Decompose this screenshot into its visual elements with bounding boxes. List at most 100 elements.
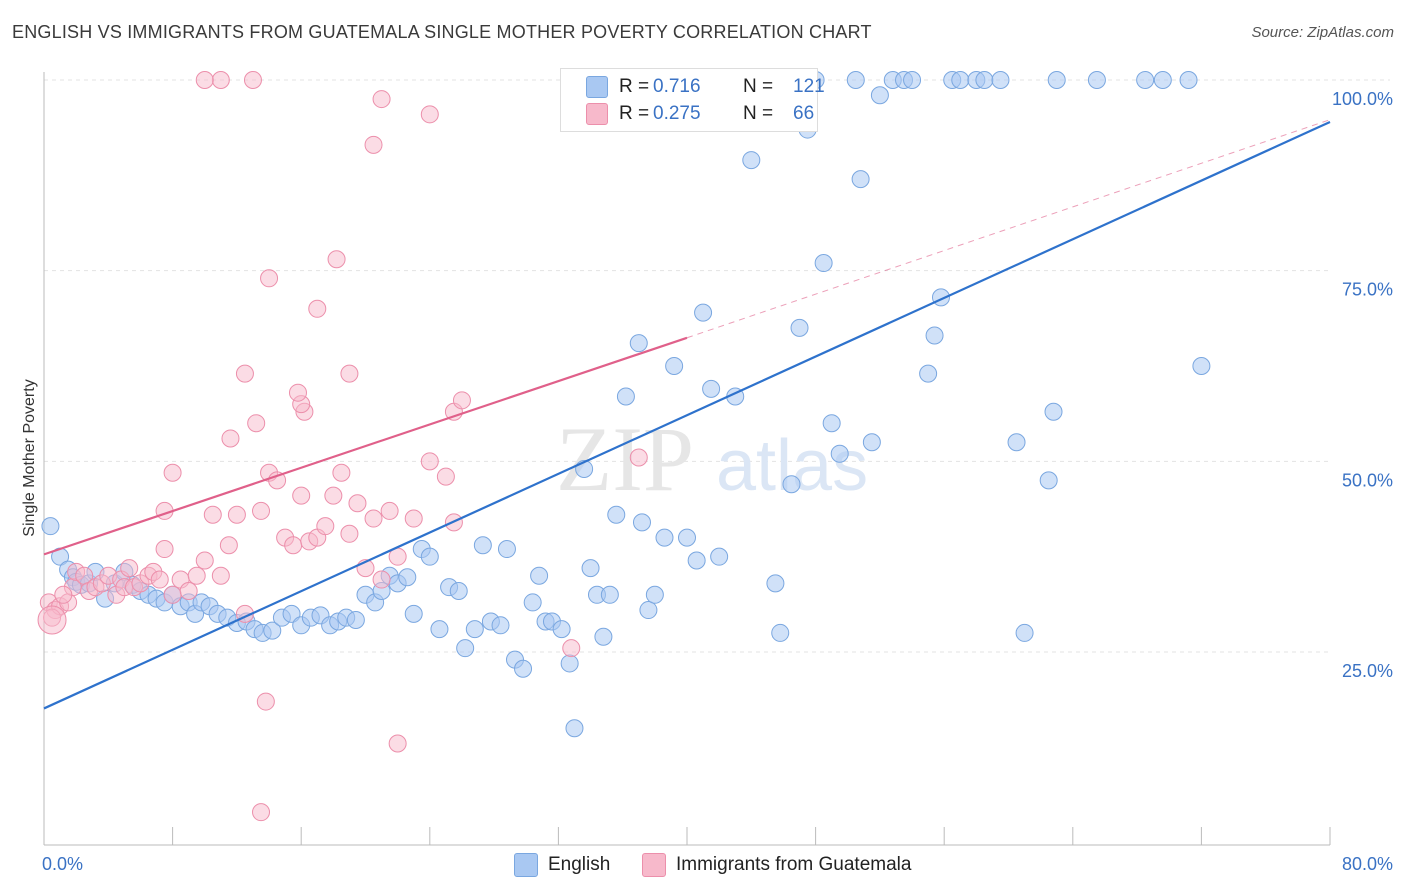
english-point [665,357,684,375]
guatemala-point [243,71,262,89]
english-point [473,536,492,555]
english-point [782,475,801,494]
english-point [851,170,870,189]
source-label: Source: ZipAtlas.com [1251,24,1394,41]
r-value-english: 0.716 [653,76,701,97]
english-point [862,433,881,452]
chart-title: ENGLISH VS IMMIGRANTS FROM GUATEMALA SIN… [12,22,872,42]
guatemala-point [388,734,407,753]
english-point [790,318,809,337]
english-point [830,444,849,463]
english-point [581,559,600,578]
english-point [1044,402,1063,421]
y-tick-label: 100.0% [1332,89,1393,109]
stats-legend: R = 0.716 N = 121 R = 0.275 N = 66 [560,68,825,132]
y-tick-label: 25.0% [1342,661,1393,681]
guatemala-point [284,536,303,555]
bottom-legend-english: English [514,852,610,878]
guatemala-point [292,486,311,505]
english-point [991,71,1010,89]
english-point [1179,71,1198,89]
guatemala-point [340,364,359,383]
r-value-guatemala: 0.275 [653,103,701,124]
english-point [398,568,417,587]
bottom-legend-label-guatemala: Immigrants from Guatemala [676,854,912,875]
axes [43,72,1331,846]
guatemala-point [155,540,174,559]
n-value-english: 121 [793,76,825,97]
english-point [491,616,510,635]
guatemala-point [420,452,439,471]
english-point [1153,71,1172,89]
watermark-zip: ZIP [556,408,694,510]
english-point [449,581,468,600]
guatemala-point [420,105,439,124]
guatemala-point [316,517,335,536]
guatemala-point [187,566,206,585]
y-tick-label: 50.0% [1342,470,1393,490]
english-point [404,604,423,623]
guatemala-point [211,71,230,89]
guatemala-point [163,585,182,604]
guatemala-point [195,71,214,89]
english-trend-line [43,120,1331,710]
guatemala-point [54,585,73,604]
english-point [346,610,365,629]
n-label: N = [743,76,774,97]
guatemala-point [324,486,343,505]
bottom-legend-swatch-guatemala [642,853,666,877]
guatemala-point [163,463,182,482]
english-point [552,620,571,639]
guatemala-point [211,566,230,585]
trend-lines [43,119,1331,710]
english-point [645,585,664,604]
watermark: ZIP atlas [556,408,868,510]
guatemala-point [380,501,399,520]
english-point [814,254,833,273]
english-point [951,71,970,89]
english-point [870,86,889,105]
english-point [1192,357,1211,375]
guatemala-point [219,536,238,555]
guatemala-point [452,391,471,410]
english-point [742,151,761,170]
english-point [822,414,841,433]
english-point [919,364,938,383]
guatemala-point [227,505,246,524]
guatemala-point [436,467,455,486]
english-point [678,528,696,547]
english-point [420,547,439,566]
guatemala-point-large [37,605,67,635]
guatemala-point [340,524,359,543]
guatemala-point [348,494,367,513]
guatemala-point [179,581,198,600]
english-points [41,71,1211,738]
y-axis-label: Single Mother Poverty [21,379,38,536]
guatemala-point [372,570,391,589]
guatemala-point [327,250,346,269]
guatemala-point [252,501,271,520]
guatemala-point [364,509,383,528]
english-point [629,334,648,353]
english-point [530,566,549,585]
guatemala-point [404,509,423,528]
english-point [975,71,994,89]
english-point [560,654,579,673]
english-point [925,326,944,345]
english-point [632,513,651,532]
english-point [514,659,533,678]
english-point [465,620,484,639]
guatemala-point [247,414,266,433]
x-tick-label: 80.0% [1342,854,1393,874]
english-point [903,71,922,89]
r-label: R = [619,76,650,97]
guatemala-point [235,364,254,383]
english-point [456,639,475,658]
guatemala-point [221,429,240,448]
guatemala-point [260,269,279,288]
guatemala-point [203,505,222,524]
english-point [846,71,865,89]
bottom-legend-guatemala: Immigrants from Guatemala [642,852,911,878]
guatemala-point [629,448,648,467]
